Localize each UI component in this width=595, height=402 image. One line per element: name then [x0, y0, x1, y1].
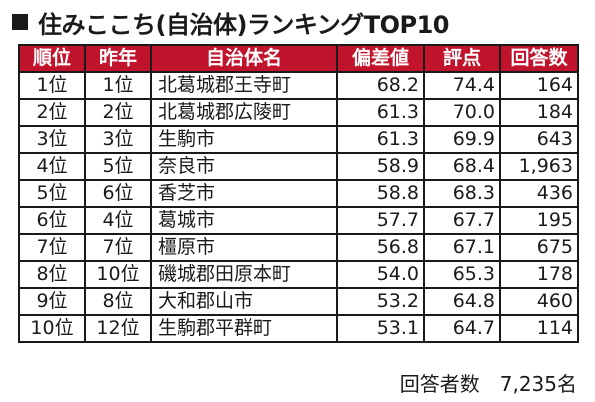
header-municipality: 自治体名 — [150, 44, 338, 73]
header-rank: 順位 — [18, 44, 86, 73]
page-title: 住みここち(自治体)ランキングTOP10 — [8, 2, 449, 42]
cell-score: 68.3 — [423, 179, 501, 208]
cell-score: 65.3 — [423, 260, 501, 289]
cell-deviation: 58.8 — [336, 179, 425, 208]
table-row: 7位 7位 橿原市 56.8 67.1 675 — [18, 233, 579, 262]
cell-rank: 4位 — [18, 152, 86, 181]
cell-rank: 3位 — [18, 125, 86, 154]
cell-last-year: 8位 — [84, 287, 152, 316]
table-row: 9位 8位 大和郡山市 53.2 64.8 460 — [18, 287, 579, 316]
cell-municipality: 大和郡山市 — [150, 287, 338, 316]
table-header-row: 順位 昨年 自治体名 偏差値 評点 回答数 — [18, 44, 579, 73]
cell-rank: 7位 — [18, 233, 86, 262]
cell-responses: 460 — [499, 287, 579, 316]
cell-rank: 2位 — [18, 98, 86, 127]
cell-deviation: 61.3 — [336, 125, 425, 154]
cell-municipality: 磯城郡田原本町 — [150, 260, 338, 289]
cell-responses: 643 — [499, 125, 579, 154]
cell-responses: 195 — [499, 206, 579, 235]
cell-deviation: 57.7 — [336, 206, 425, 235]
table-row: 3位 3位 生駒市 61.3 69.9 643 — [18, 125, 579, 154]
cell-last-year: 3位 — [84, 125, 152, 154]
table-row: 6位 4位 葛城市 57.7 67.7 195 — [18, 206, 579, 235]
cell-deviation: 58.9 — [336, 152, 425, 181]
cell-municipality: 北葛城郡広陵町 — [150, 98, 338, 127]
table-row: 2位 2位 北葛城郡広陵町 61.3 70.0 184 — [18, 98, 579, 127]
table-body: 1位 1位 北葛城郡王寺町 68.2 74.4 164 2位 2位 北葛城郡広陵町 61.3 70.… — [18, 71, 579, 343]
cell-last-year: 4位 — [84, 206, 152, 235]
cell-last-year: 1位 — [84, 71, 152, 100]
cell-score: 64.8 — [423, 287, 501, 316]
cell-last-year: 7位 — [84, 233, 152, 262]
cell-municipality: 生駒市 — [150, 125, 338, 154]
cell-last-year: 10位 — [84, 260, 152, 289]
cell-last-year: 2位 — [84, 98, 152, 127]
cell-score: 68.4 — [423, 152, 501, 181]
cell-responses: 114 — [499, 314, 579, 343]
cell-rank: 9位 — [18, 287, 86, 316]
cell-score: 64.7 — [423, 314, 501, 343]
cell-rank: 1位 — [18, 71, 86, 100]
cell-score: 70.0 — [423, 98, 501, 127]
cell-municipality: 香芝市 — [150, 179, 338, 208]
cell-deviation: 53.2 — [336, 287, 425, 316]
square-bullet-icon — [12, 14, 28, 30]
cell-rank: 8位 — [18, 260, 86, 289]
cell-municipality: 北葛城郡王寺町 — [150, 71, 338, 100]
cell-responses: 178 — [499, 260, 579, 289]
ranking-table: 順位 昨年 自治体名 偏差値 評点 回答数 1位 1位 北葛城郡王寺町 68.2 74.… — [18, 44, 579, 343]
header-deviation: 偏差値 — [336, 44, 425, 73]
cell-municipality: 奈良市 — [150, 152, 338, 181]
header-score: 評点 — [423, 44, 501, 73]
cell-deviation: 61.3 — [336, 98, 425, 127]
cell-deviation: 56.8 — [336, 233, 425, 262]
table-row: 5位 6位 香芝市 58.8 68.3 436 — [18, 179, 579, 208]
cell-responses: 184 — [499, 98, 579, 127]
cell-score: 74.4 — [423, 71, 501, 100]
cell-municipality: 生駒郡平群町 — [150, 314, 338, 343]
cell-rank: 5位 — [18, 179, 86, 208]
header-last-year: 昨年 — [84, 44, 152, 73]
cell-last-year: 6位 — [84, 179, 152, 208]
cell-score: 67.7 — [423, 206, 501, 235]
table-row: 1位 1位 北葛城郡王寺町 68.2 74.4 164 — [18, 71, 579, 100]
table-row: 10位 12位 生駒郡平群町 53.1 64.7 114 — [18, 314, 579, 343]
cell-rank: 10位 — [18, 314, 86, 343]
cell-score: 67.1 — [423, 233, 501, 262]
cell-responses: 675 — [499, 233, 579, 262]
cell-score: 69.9 — [423, 125, 501, 154]
header-responses: 回答数 — [499, 44, 579, 73]
cell-deviation: 53.1 — [336, 314, 425, 343]
cell-responses: 164 — [499, 71, 579, 100]
cell-deviation: 54.0 — [336, 260, 425, 289]
cell-responses: 436 — [499, 179, 579, 208]
cell-municipality: 橿原市 — [150, 233, 338, 262]
cell-last-year: 12位 — [84, 314, 152, 343]
cell-responses: 1,963 — [499, 152, 579, 181]
cell-municipality: 葛城市 — [150, 206, 338, 235]
cell-last-year: 5位 — [84, 152, 152, 181]
title-text: 住みここち(自治体)ランキングTOP10 — [38, 10, 449, 39]
cell-rank: 6位 — [18, 206, 86, 235]
cell-deviation: 68.2 — [336, 71, 425, 100]
table-row: 8位 10位 磯城郡田原本町 54.0 65.3 178 — [18, 260, 579, 289]
respondent-count: 回答者数 7,235名 — [399, 372, 577, 396]
table-row: 4位 5位 奈良市 58.9 68.4 1,963 — [18, 152, 579, 181]
